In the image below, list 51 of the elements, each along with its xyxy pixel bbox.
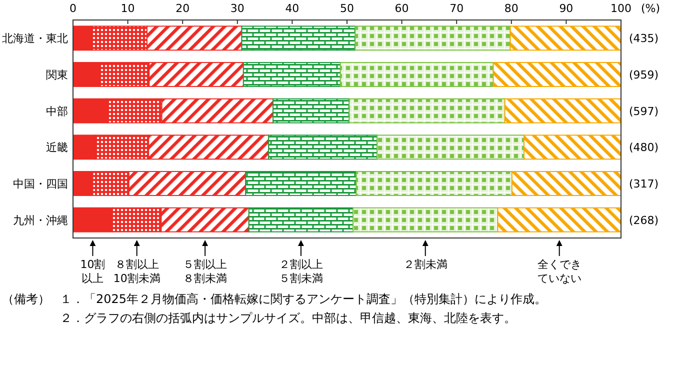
- bar: [492, 62, 622, 87]
- bar: [268, 134, 378, 160]
- text: １．「2025年２月物価高・価格転嫁に関するアンケート調査」（特別集計）により作成。: [60, 291, 547, 308]
- y-tick-label: 関東: [46, 68, 68, 82]
- bar: [504, 98, 622, 124]
- text: (317): [629, 178, 659, 190]
- bar: [352, 207, 498, 232]
- y-tick-label: 九州・沖縄: [13, 214, 68, 227]
- x-axis-title: (%): [641, 2, 660, 15]
- text: (268): [629, 214, 659, 227]
- bar: [248, 207, 354, 232]
- text: ５割以上８割未満: [182, 258, 228, 286]
- text: （備考）: [2, 291, 51, 308]
- bar: [356, 171, 512, 196]
- bar: [524, 134, 622, 160]
- text: 10割以上: [79, 258, 106, 286]
- x-tick-label: 0: [70, 2, 76, 15]
- bar: [245, 171, 357, 196]
- bar: [340, 62, 494, 87]
- y-tick-label: 北海道・東北: [2, 32, 68, 46]
- bar: [241, 26, 356, 51]
- bar: [272, 98, 350, 124]
- bar: [348, 98, 506, 124]
- text: (959): [629, 68, 659, 82]
- y-tick-label: 中部: [46, 104, 68, 118]
- bar: [376, 134, 525, 160]
- bar: [497, 207, 622, 232]
- bar: [242, 62, 341, 87]
- x-tick-label: 70: [450, 2, 464, 15]
- x-tick-label: 10: [120, 2, 135, 15]
- x-tick-label: 20: [176, 2, 190, 15]
- text: (597): [629, 104, 659, 118]
- x-tick-label: 90: [559, 2, 574, 15]
- x-tick-label: 60: [394, 2, 409, 15]
- x-tick-label: 100: [610, 2, 632, 15]
- x-tick-label: 30: [230, 2, 244, 15]
- text: ８割以上10割未満: [112, 258, 162, 286]
- bar: [510, 26, 622, 51]
- text: 全くできていない: [536, 258, 582, 286]
- x-tick-label: 40: [285, 2, 300, 15]
- x-tick-label: 50: [340, 2, 354, 15]
- text: (480): [629, 141, 659, 154]
- text: (435): [629, 32, 659, 46]
- y-tick-label: 中国・四国: [13, 178, 68, 190]
- x-tick-label: 80: [504, 2, 518, 15]
- bar: [511, 171, 622, 196]
- y-tick-label: 近畿: [46, 141, 68, 154]
- bar: [354, 26, 511, 51]
- text: ２．グラフの右側の括弧内はサンプルサイズ。中部は、甲信越、東海、北陸を表す。: [60, 310, 516, 327]
- text: ２割以上５割未満: [278, 258, 324, 286]
- text: ２割未満: [402, 258, 448, 272]
